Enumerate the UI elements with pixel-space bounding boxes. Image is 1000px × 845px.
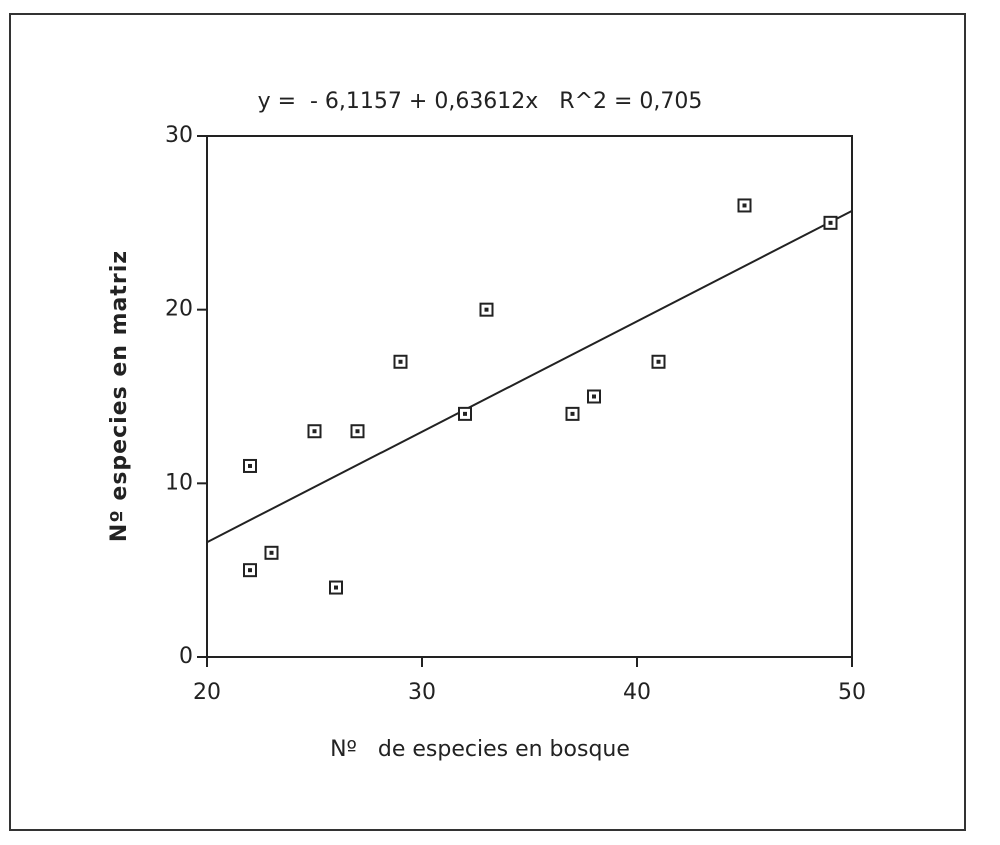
point-dot xyxy=(334,585,338,590)
point-dot xyxy=(742,203,747,208)
y-tick-label: 10 xyxy=(165,470,193,495)
point xyxy=(565,406,580,421)
frame xyxy=(9,13,966,831)
point-dot xyxy=(269,550,274,555)
point xyxy=(651,354,666,369)
point-dot xyxy=(592,394,596,399)
point-dot xyxy=(463,411,467,416)
x-tick-label: 20 xyxy=(193,680,221,705)
plot-frame xyxy=(206,135,853,658)
point-dot xyxy=(398,359,403,364)
point-dot xyxy=(248,463,252,468)
point xyxy=(823,215,838,230)
x-tick-label: 30 xyxy=(408,680,436,705)
y-tick-label: 30 xyxy=(165,123,193,148)
y-tick-label: 0 xyxy=(179,644,193,669)
point xyxy=(307,424,322,439)
point-dot xyxy=(355,429,360,434)
point-dot xyxy=(312,429,317,434)
trendline xyxy=(206,209,853,544)
point-dot xyxy=(484,307,489,312)
point xyxy=(264,545,279,560)
y-tick-label: 20 xyxy=(165,297,193,322)
regression-annotation: y = - 6,1157 + 0,63612x R^2 = 0,705 xyxy=(258,89,703,114)
point-dot xyxy=(570,411,575,416)
point xyxy=(350,424,365,439)
point xyxy=(329,580,343,595)
x-tick-label: 40 xyxy=(623,680,651,705)
point xyxy=(737,198,752,213)
point xyxy=(458,406,472,421)
x-tick-label: 50 xyxy=(838,680,866,705)
point-dot xyxy=(828,220,833,225)
point xyxy=(479,302,494,317)
y-axis-title: Nº especies en matriz xyxy=(107,250,132,542)
point-dot xyxy=(656,359,661,364)
point xyxy=(243,563,257,578)
point xyxy=(243,458,257,473)
point xyxy=(587,389,601,404)
x-axis-title: Nº de especies en bosque xyxy=(330,737,630,762)
point xyxy=(393,354,408,369)
point-dot xyxy=(248,568,252,573)
